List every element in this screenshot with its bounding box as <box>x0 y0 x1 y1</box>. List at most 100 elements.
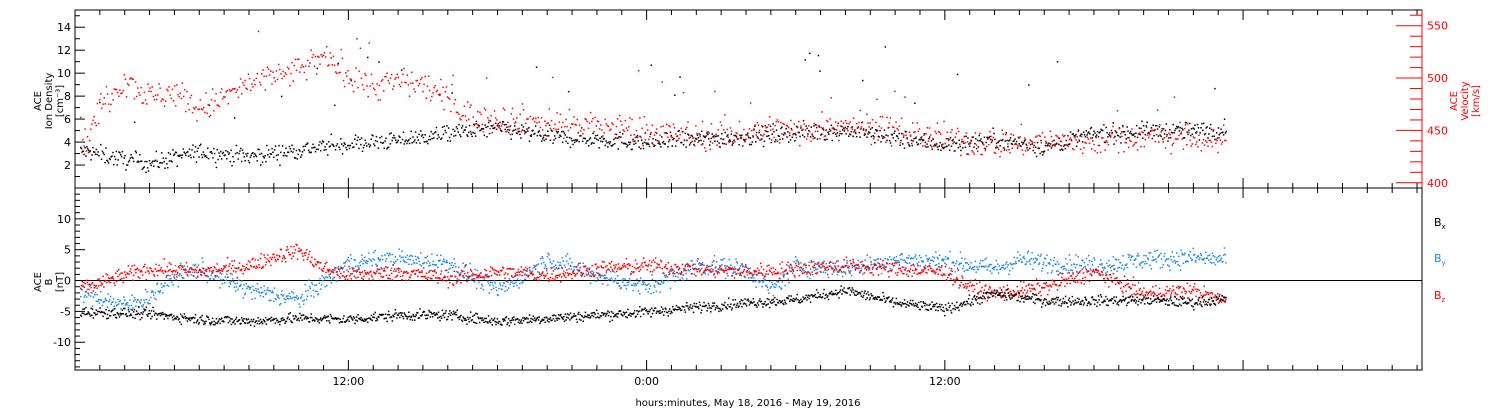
bz-point <box>161 270 163 273</box>
bz-point <box>314 258 316 261</box>
density-point <box>704 136 706 139</box>
density-point <box>546 135 548 137</box>
bz-point <box>255 267 257 270</box>
density-point <box>999 145 1001 147</box>
density-point <box>618 136 620 138</box>
by-point <box>290 297 292 300</box>
velocity-point <box>644 139 647 141</box>
velocity-point <box>1098 144 1101 147</box>
by-point <box>384 254 386 256</box>
density-point <box>514 125 516 127</box>
density-point <box>601 140 604 143</box>
bz-point <box>239 269 241 271</box>
by-point <box>922 260 924 263</box>
density-point <box>533 133 535 135</box>
by-point <box>1075 254 1077 256</box>
bz-point <box>391 279 394 281</box>
velocity-point <box>513 122 516 124</box>
by-point <box>148 299 151 301</box>
density-point <box>745 134 747 136</box>
density-point <box>821 133 823 135</box>
velocity-point <box>1050 135 1053 138</box>
density-point <box>354 138 356 140</box>
velocity-point <box>1142 132 1144 134</box>
bz-point <box>159 269 162 271</box>
velocity-point <box>1202 138 1205 141</box>
by-point <box>965 262 967 264</box>
velocity-point <box>710 123 713 125</box>
density-point <box>1153 134 1155 137</box>
velocity-point <box>822 127 825 129</box>
density-point <box>295 149 298 152</box>
velocity-point <box>159 87 161 89</box>
bz-point <box>473 278 476 280</box>
velocity-point <box>1068 138 1071 141</box>
velocity-point <box>121 92 123 94</box>
by-point <box>519 282 521 285</box>
bz-point <box>642 266 644 268</box>
velocity-point <box>539 126 542 129</box>
density-point <box>708 144 711 146</box>
by-point <box>660 283 662 285</box>
bz-point <box>160 267 162 269</box>
density-point <box>522 126 525 128</box>
by-point <box>1194 260 1197 262</box>
velocity-point <box>1221 141 1224 143</box>
by-point <box>592 274 594 276</box>
by-point <box>1055 270 1058 273</box>
by-point <box>131 294 133 296</box>
density-point <box>1086 134 1088 136</box>
velocity-point <box>1211 145 1214 148</box>
velocity-point <box>941 145 943 148</box>
velocity-point <box>381 79 384 81</box>
density-point <box>1042 154 1044 156</box>
velocity-point <box>200 108 203 110</box>
bz-point <box>609 263 611 265</box>
velocity-point <box>146 103 148 105</box>
density-point <box>130 153 132 156</box>
by-point <box>686 278 688 280</box>
density-point <box>318 144 320 146</box>
density-point <box>483 134 486 137</box>
by-point <box>405 261 408 264</box>
by-point <box>897 260 900 262</box>
velocity-point <box>537 116 539 119</box>
velocity-point <box>998 148 1000 151</box>
by-point <box>393 262 396 264</box>
density-point <box>649 133 652 135</box>
by-point <box>928 257 930 259</box>
by-point <box>326 276 329 279</box>
density-point <box>520 137 522 139</box>
by-point <box>1214 256 1216 258</box>
velocity-point <box>328 64 330 66</box>
by-point <box>171 273 174 275</box>
by-point <box>556 268 558 270</box>
by-point <box>795 256 797 258</box>
velocity-point <box>583 129 585 131</box>
by-point <box>376 264 379 267</box>
density-y-tick-label: 10 <box>57 67 71 80</box>
density-point <box>144 160 146 163</box>
velocity-point <box>787 126 790 129</box>
velocity-point <box>142 102 145 104</box>
velocity-point <box>527 118 529 120</box>
velocity-point <box>927 140 930 142</box>
density-point <box>148 160 151 162</box>
by-point <box>996 268 998 271</box>
by-point <box>245 283 247 285</box>
by-point <box>165 276 168 279</box>
by-point <box>291 297 294 299</box>
density-point <box>354 134 357 136</box>
density-point <box>164 167 166 169</box>
density-point <box>265 160 267 163</box>
velocity-point <box>924 145 926 147</box>
bz-point <box>435 272 438 274</box>
by-point <box>1216 257 1218 259</box>
density-point <box>163 160 165 163</box>
bz-point <box>378 268 381 271</box>
by-point <box>1026 260 1028 263</box>
density-point <box>908 145 911 147</box>
bz-point <box>290 245 292 248</box>
velocity-point <box>206 112 208 114</box>
velocity-point <box>576 118 578 121</box>
